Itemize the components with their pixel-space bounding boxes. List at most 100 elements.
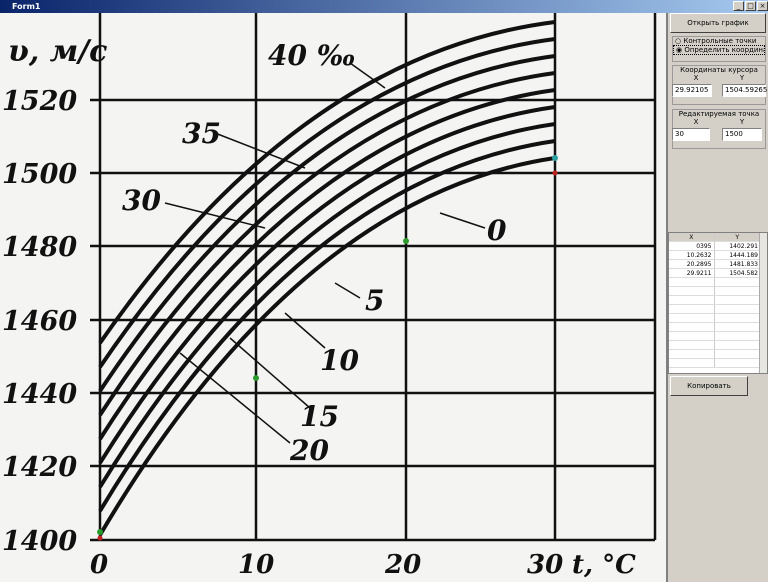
table: X Y 0395 1402.291 10.2632 1444.189 20.2895 1481… bbox=[669, 233, 761, 368]
curve bbox=[98, 88, 556, 441]
mode-group: ○ Контрольные точки ◉ Определить координ… bbox=[672, 36, 766, 62]
curve bbox=[98, 139, 556, 513]
splitter bbox=[666, 13, 668, 582]
x-tick-label: 10 bbox=[238, 550, 274, 580]
table-cell bbox=[714, 322, 761, 332]
table-cell bbox=[669, 322, 715, 332]
table-cell: 10.2632 bbox=[669, 250, 715, 260]
curve-label: 35 bbox=[182, 117, 221, 150]
copy-button[interactable]: Копировать bbox=[670, 376, 748, 396]
table-row bbox=[669, 349, 761, 359]
radio-label: Определить координаты bbox=[684, 46, 764, 54]
x-ticks: 0 10 20 30 bbox=[90, 550, 563, 580]
y-tick-label: 1440 bbox=[2, 379, 77, 410]
curve bbox=[98, 156, 556, 537]
y-tick-label: 1420 bbox=[2, 452, 77, 483]
table-row: 20.2895 1481.833 bbox=[669, 259, 761, 269]
curve bbox=[98, 71, 556, 417]
edit-y-field[interactable]: 1500 bbox=[722, 128, 762, 141]
table-cell bbox=[669, 340, 715, 350]
curve bbox=[98, 54, 556, 393]
open-graph-button[interactable]: Открыть график bbox=[670, 13, 766, 33]
table-cell bbox=[669, 358, 715, 368]
close-button[interactable]: × bbox=[757, 1, 768, 11]
table-row bbox=[669, 313, 761, 323]
curve-label: 0 bbox=[487, 214, 507, 247]
table-cell bbox=[669, 286, 715, 296]
cursor-x-field[interactable]: 29.92105 bbox=[672, 84, 712, 97]
curve bbox=[98, 122, 556, 489]
curve-labels: 40 ‰ 35 30 0 5 10 15 20 bbox=[122, 39, 507, 467]
x-axis-label: t, °C bbox=[572, 550, 636, 580]
y-tick-label: 1400 bbox=[2, 526, 77, 557]
table-cell: 1444.189 bbox=[714, 250, 761, 260]
leader-lines bbox=[164, 62, 486, 444]
table-cell bbox=[714, 313, 761, 323]
table-cell bbox=[714, 304, 761, 314]
maximize-button[interactable]: □ bbox=[745, 1, 756, 11]
y-tick-label: 1460 bbox=[2, 306, 77, 337]
curve bbox=[98, 105, 556, 465]
curves bbox=[98, 20, 556, 537]
table-cell bbox=[714, 340, 761, 350]
radio-option[interactable]: ◉ Определить координаты bbox=[673, 45, 765, 55]
curve bbox=[98, 20, 556, 345]
table-row: 10.2632 1444.189 bbox=[669, 250, 761, 260]
x-tick-label: 30 bbox=[527, 550, 563, 580]
y-tick-label: 1520 bbox=[2, 86, 77, 117]
table-cell bbox=[714, 286, 761, 296]
table-cell bbox=[669, 313, 715, 323]
table-row bbox=[669, 322, 761, 332]
table-cell bbox=[669, 277, 715, 287]
graph-image: υ, м/с 1400 1420 1440 1460 1480 1500 152… bbox=[0, 13, 666, 582]
table-cell bbox=[669, 349, 715, 359]
field-label: X bbox=[693, 74, 699, 82]
y-tick-label: 1480 bbox=[2, 232, 77, 263]
y-ticks: 1400 1420 1440 1460 1480 1500 1520 bbox=[2, 86, 77, 557]
y-axis-label: υ, м/с bbox=[8, 34, 107, 69]
curve bbox=[98, 37, 556, 369]
x-tick-label: 20 bbox=[384, 550, 421, 580]
x-tick-label: 0 bbox=[90, 550, 108, 580]
table-cell bbox=[669, 295, 715, 305]
table-cell: 0395 bbox=[669, 241, 715, 251]
radio-label: Контрольные точки bbox=[683, 37, 757, 45]
table-row bbox=[669, 331, 761, 341]
group-title: Координаты курсора bbox=[680, 66, 758, 74]
field-label: Y bbox=[739, 118, 745, 126]
points-table: X Y 0395 1402.291 10.2632 1444.189 20.2895 1481… bbox=[668, 232, 768, 374]
table-cell bbox=[714, 295, 761, 305]
cursor-y-field[interactable]: 1504.59265 bbox=[722, 84, 767, 97]
window-title: Form1 bbox=[12, 2, 41, 11]
table-cell: X bbox=[669, 233, 715, 242]
table-cell bbox=[714, 277, 761, 287]
minimize-button[interactable]: _ bbox=[733, 1, 744, 11]
group-title: Редактируемая точка bbox=[678, 110, 760, 118]
curve-label: 10 bbox=[320, 344, 359, 377]
table-cell: 29.9211 bbox=[669, 268, 715, 278]
table-row bbox=[669, 358, 761, 368]
table-cell bbox=[714, 349, 761, 359]
edit-x-field[interactable]: 30 bbox=[672, 128, 710, 141]
field-label: X bbox=[693, 118, 699, 126]
curve-label: 5 bbox=[365, 284, 384, 317]
table-row bbox=[669, 286, 761, 296]
field-label: Y bbox=[739, 74, 745, 82]
table-cell bbox=[714, 331, 761, 341]
table-row bbox=[669, 304, 761, 314]
curve-label: 40 ‰ bbox=[268, 39, 356, 72]
table-cell: 1481.833 bbox=[714, 259, 761, 269]
curve-label: 15 bbox=[300, 400, 339, 433]
table-cell bbox=[669, 331, 715, 341]
table-cell bbox=[669, 304, 715, 314]
y-tick-label: 1500 bbox=[2, 159, 77, 190]
table-cell: 1402.291 bbox=[714, 241, 761, 251]
radio-option[interactable]: ○ Контрольные точки bbox=[675, 37, 757, 45]
curve-label: 20 bbox=[289, 434, 329, 467]
curve-label: 30 bbox=[122, 184, 161, 217]
control-points bbox=[97, 155, 558, 541]
scrollbar[interactable] bbox=[759, 233, 767, 373]
table-row bbox=[669, 295, 761, 305]
